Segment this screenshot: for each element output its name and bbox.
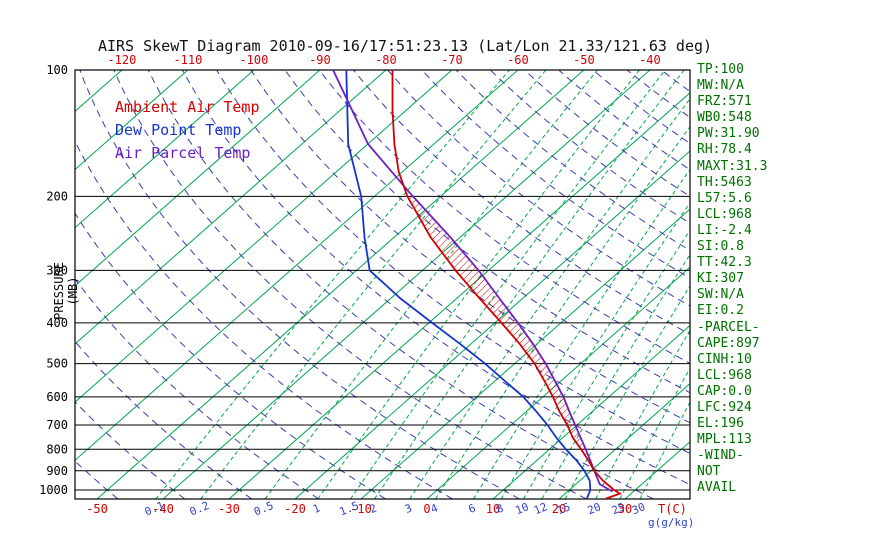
legend-air-parcel-temp: Air Parcel Temp — [115, 144, 251, 162]
pressure-tick: 300 — [46, 263, 68, 277]
mixing-ratio-tick: 25 — [610, 500, 627, 517]
mixing-unit-label: g(g/kg) — [648, 516, 694, 529]
plot-border — [74, 69, 691, 500]
legend-dew-point-temp: Dew Point Temp — [115, 121, 242, 139]
bottom-temp-tick: -20 — [284, 502, 306, 516]
stat-line: CAP:0.0 — [697, 383, 752, 399]
stat-line: CAPE:897 — [697, 335, 760, 351]
stat-line: -PARCEL- — [697, 319, 760, 335]
mixing-ratio-tick: 6 — [467, 501, 478, 516]
pressure-tick: 500 — [46, 357, 68, 371]
stat-line: WB0:548 — [697, 110, 752, 126]
stat-line: KI:307 — [697, 271, 744, 287]
stat-line: RH:78.4 — [697, 142, 752, 158]
mixing-ratio-tick: 15 — [555, 500, 572, 517]
dry-adiabat-lines — [75, 70, 690, 499]
mixing-ratio-tick: 0.5 — [252, 499, 275, 518]
mixing-ratio-tick: 12 — [532, 500, 549, 517]
bottom-temp-tick: -50 — [86, 502, 108, 516]
pressure-tick: 900 — [46, 464, 68, 478]
stat-line: LCL:968 — [697, 367, 752, 383]
stat-line: L57:5.6 — [697, 190, 752, 206]
top-temp-tick: -50 — [573, 53, 595, 67]
axis-labels: -120 -110 -100 -90 -80 -70 -60 -50 -40-50 -40 -30-… — [39, 53, 694, 529]
bottom-temp-tick: 0 — [423, 502, 430, 516]
stat-line: MPL:113 — [697, 432, 752, 448]
top-temp-tick: -90 — [309, 53, 331, 67]
stat-line: PW:31.90 — [697, 126, 760, 142]
pressure-tick: 100 — [46, 63, 68, 77]
bottom-temp-tick: -10 — [350, 502, 372, 516]
mixing-ratio-tick: 8 — [494, 501, 505, 516]
stat-line: TH:5463 — [697, 174, 752, 190]
mixing-ratio-tick: 1 — [311, 501, 322, 516]
chart-title: AIRS SkewT Diagram 2010-09-16/17:51:23.1… — [97, 37, 713, 55]
pressure-tick: 600 — [46, 390, 68, 404]
stat-line: MW:N/A — [697, 78, 744, 94]
bottom-temp-tick: -30 — [218, 502, 240, 516]
stat-line: -WIND- — [697, 448, 744, 464]
stat-line: EI:0.2 — [697, 303, 744, 319]
top-temp-tick: -70 — [441, 53, 463, 67]
pressure-tick: 800 — [46, 442, 68, 456]
stat-line: LI:-2.4 — [697, 222, 752, 238]
top-temp-tick: -80 — [375, 53, 397, 67]
pressure-axis-label: PRESSURE (MB) — [52, 262, 80, 320]
mixing-ratio-tick: 4 — [429, 501, 440, 516]
top-temp-tick: -100 — [239, 53, 268, 67]
dewpoint-curve — [345, 70, 592, 499]
top-temp-tick: -60 — [507, 53, 529, 67]
pressure-tick: 1000 — [39, 483, 68, 497]
legend-ambient-air-temp: Ambient Air Temp — [115, 98, 260, 116]
pressure-tick: 200 — [46, 189, 68, 203]
bottom-temp-tick: -40 — [152, 502, 174, 516]
mixing-ratio-tick: 2 — [368, 501, 379, 516]
mixing-ratio-lines — [155, 70, 690, 499]
temp-unit-label: T(C) — [658, 502, 687, 516]
pressure-tick: 400 — [46, 316, 68, 330]
mixing-ratio-tick: 0.2 — [188, 499, 211, 518]
mixing-ratio-tick: 3 — [403, 501, 414, 516]
bottom-temp-tick: 10 — [486, 502, 500, 516]
cape-hatch-area — [406, 193, 595, 471]
stat-line: SI:0.8 — [697, 239, 744, 255]
stats-panel: TP:100 MW:N/A FRZ:571 WB0:548 PW:31.90 RH:78.… — [697, 62, 767, 497]
bottom-temp-tick: 20 — [552, 502, 566, 516]
stat-line: TT:42.3 — [697, 255, 752, 271]
pressure-tick: 700 — [46, 418, 68, 432]
stat-line: NOT — [697, 464, 721, 480]
mixing-ratio-tick: 10 — [514, 500, 531, 517]
ambient-curve — [391, 70, 622, 499]
stat-line: EL:196 — [697, 416, 744, 432]
top-temp-tick: -120 — [107, 53, 136, 67]
stat-line: LCL:968 — [697, 206, 752, 222]
stat-line: SW:N/A — [697, 287, 744, 303]
stat-line: FRZ:571 — [697, 94, 752, 110]
mixing-ratio-tick: 30 — [630, 500, 647, 517]
stat-line: MAXT:31.3 — [697, 158, 768, 174]
stat-line: LFC:924 — [697, 399, 752, 415]
stat-line: CINH:10 — [697, 351, 752, 367]
stat-line: AVAIL — [697, 480, 737, 496]
top-temp-tick: -40 — [639, 53, 661, 67]
bottom-temp-tick: 30 — [618, 502, 632, 516]
stat-line: TP:100 — [697, 62, 744, 77]
top-temp-tick: -110 — [173, 53, 202, 67]
mixing-ratio-tick: 20 — [586, 500, 603, 517]
sounding-curves — [332, 70, 622, 499]
